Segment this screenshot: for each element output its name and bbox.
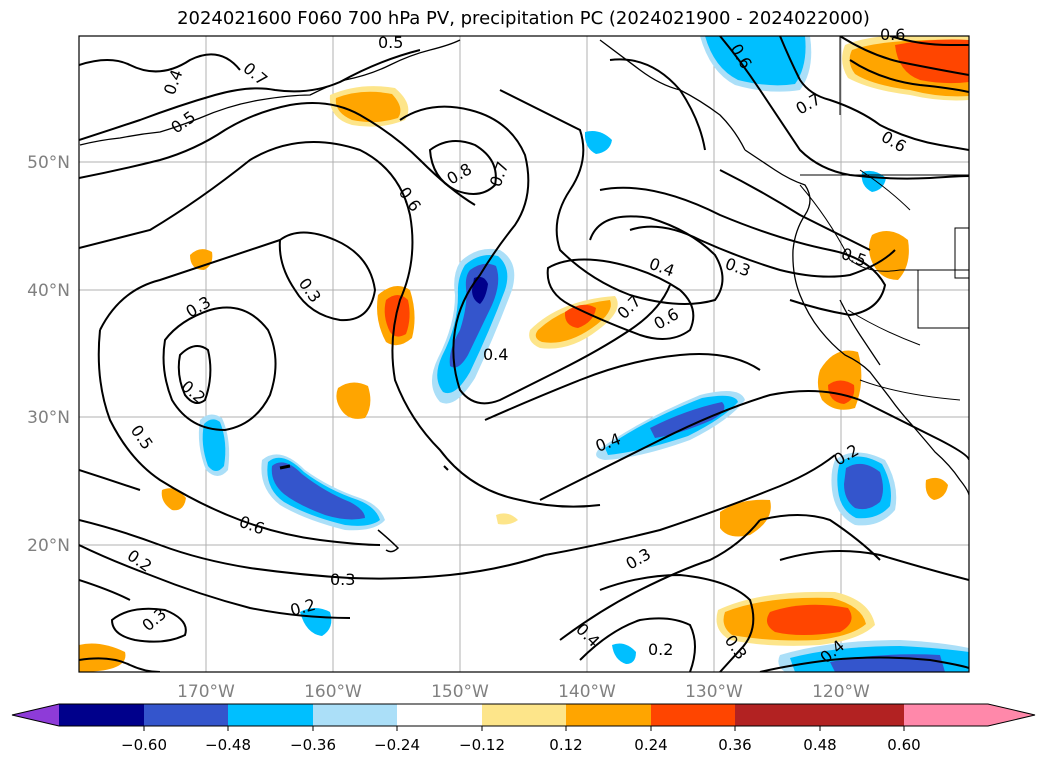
colorbar-bin (566, 704, 651, 726)
colorbar-bin (482, 704, 566, 726)
colorbar-bin (313, 704, 397, 726)
lon-label: 120°W (812, 682, 870, 702)
colorbar-tick-label: 0.48 (803, 736, 836, 754)
colorbar-bin (651, 704, 735, 726)
colorbar-bin (820, 704, 904, 726)
lat-label: 40°N (27, 281, 70, 301)
contour-label: 0.2 (648, 640, 673, 659)
lon-label: 150°W (431, 682, 489, 702)
lon-label: 140°W (558, 682, 616, 702)
colorbar-bin (735, 704, 820, 726)
colorbar: −0.60 −0.48 −0.36 −0.24 −0.12 0.12 0.24 … (11, 703, 1036, 754)
lat-label: 30°N (27, 408, 70, 428)
contour-label: 0.6 (880, 25, 905, 44)
precip-shading (79, 36, 969, 672)
map-title: 2024021600 F060 700 hPa PV, precipitatio… (177, 8, 870, 29)
map-frame (78, 35, 970, 673)
colorbar-tick-label: −0.24 (374, 736, 420, 754)
contour-label: 0.3 (330, 570, 355, 589)
lon-label: 170°W (177, 682, 235, 702)
colorbar-bin (397, 704, 482, 726)
colorbar-tick-label: 0.24 (634, 736, 667, 754)
colorbar-bin (228, 704, 313, 726)
lon-label: 160°W (304, 682, 362, 702)
colorbar-tick-label: −0.60 (121, 736, 167, 754)
coastlines (79, 39, 969, 553)
lat-label: 20°N (27, 536, 70, 556)
colorbar-tick-label: 0.36 (718, 736, 751, 754)
map-background (79, 36, 969, 672)
colorbar-tick-label: −0.12 (459, 736, 505, 754)
colorbar-extend-low (12, 704, 59, 726)
colorbar-bin (144, 704, 228, 726)
latitude-labels: 50°N 40°N 30°N 20°N (27, 153, 70, 556)
colorbar-tick-label: −0.48 (205, 736, 251, 754)
colorbar-bin (59, 704, 144, 726)
colorbar-tick-label: 0.12 (549, 736, 582, 754)
colorbar-extend-high (904, 704, 1035, 726)
lat-label: 50°N (27, 153, 70, 173)
borders (799, 36, 969, 401)
longitude-labels: 170°W 160°W 150°W 140°W 130°W 120°W (177, 682, 870, 702)
pv-contours (79, 36, 969, 672)
colorbar-outline (11, 703, 1036, 727)
contour-label: 0.5 (378, 33, 403, 52)
lon-label: 130°W (685, 682, 743, 702)
colorbar-tick-label: 0.60 (887, 736, 920, 754)
contour-label: 0.4 (483, 345, 508, 364)
colorbar-tick-label: −0.36 (290, 736, 336, 754)
